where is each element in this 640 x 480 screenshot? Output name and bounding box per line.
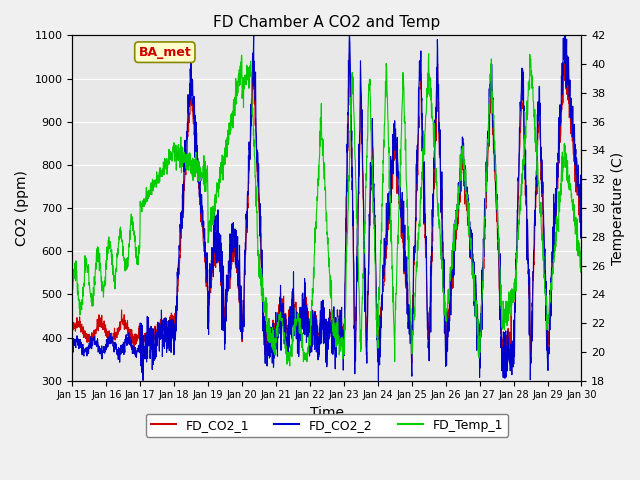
FD_CO2_1 [475, 330, 483, 336]
FD_CO2_2 [475, 335, 483, 340]
FD_CO2_2 [374, 378, 382, 384]
Legend: FD_CO2_1, FD_CO2_2, FD_Temp_1: FD_CO2_1, FD_CO2_2, FD_Temp_1 [145, 414, 508, 437]
Text: BA_met: BA_met [138, 46, 191, 59]
FD_Temp_1 [68, 290, 76, 296]
FD_CO2_1 [561, 47, 568, 52]
Line: FD_CO2_1: FD_CO2_1 [72, 49, 582, 378]
Title: FD Chamber A CO2 and Temp: FD Chamber A CO2 and Temp [213, 15, 440, 30]
Line: FD_Temp_1: FD_Temp_1 [72, 54, 582, 366]
FD_CO2_2 [533, 183, 541, 189]
FD_CO2_1 [533, 182, 541, 188]
FD_Temp_1 [353, 216, 360, 221]
FD_CO2_1 [578, 224, 586, 229]
Y-axis label: CO2 (ppm): CO2 (ppm) [15, 170, 29, 246]
FD_Temp_1 [533, 137, 541, 143]
FD_Temp_1 [286, 363, 294, 369]
Y-axis label: Temperature (C): Temperature (C) [611, 152, 625, 264]
FD_Temp_1 [475, 334, 483, 339]
FD_CO2_2 [68, 342, 76, 348]
FD_CO2_2 [353, 276, 360, 281]
FD_Temp_1 [342, 308, 349, 313]
FD_Temp_1 [211, 209, 218, 215]
FD_CO2_1 [211, 247, 218, 252]
FD_Temp_1 [547, 287, 555, 292]
FD_CO2_2 [346, 33, 353, 38]
FD_CO2_1 [547, 287, 555, 292]
FD_CO2_1 [341, 280, 349, 286]
Line: FD_CO2_2: FD_CO2_2 [72, 36, 582, 381]
FD_CO2_1 [500, 375, 508, 381]
FD_CO2_2 [578, 231, 586, 237]
FD_CO2_1 [68, 326, 76, 332]
FD_CO2_2 [341, 279, 349, 285]
FD_CO2_1 [353, 318, 360, 324]
FD_CO2_2 [547, 313, 555, 319]
FD_Temp_1 [425, 51, 433, 57]
X-axis label: Time: Time [310, 406, 344, 420]
FD_Temp_1 [578, 248, 586, 253]
FD_CO2_2 [211, 223, 218, 229]
